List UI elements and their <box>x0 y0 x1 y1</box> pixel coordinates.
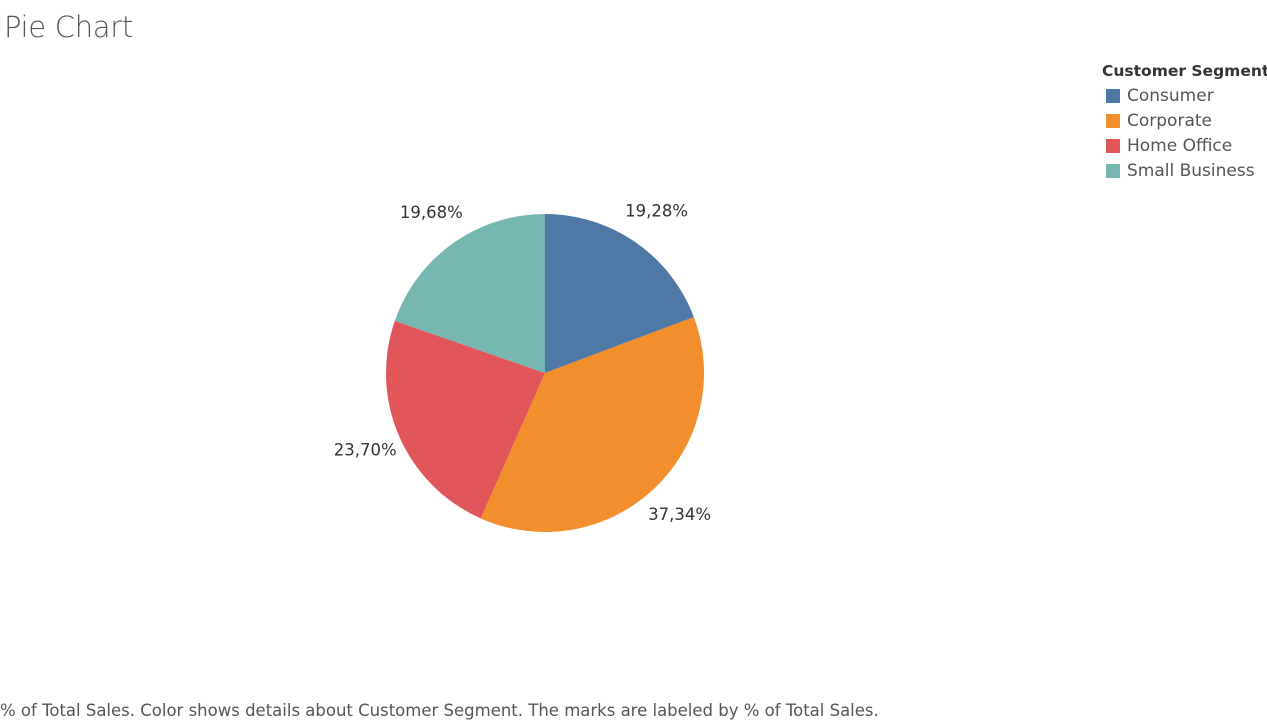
pie-labels: 19,28% 37,34% 23,70% 19,68% <box>334 201 711 524</box>
legend-item-small-business[interactable]: Small Business <box>1102 158 1267 183</box>
pie-slice-consumer[interactable] <box>545 214 694 373</box>
legend-swatch <box>1106 113 1120 128</box>
legend: Customer Segment Consumer Corporate Home… <box>1102 62 1267 183</box>
chart-title: Pie Chart <box>4 10 133 44</box>
legend-item-home-office[interactable]: Home Office <box>1102 133 1267 158</box>
pie-slices <box>385 214 704 532</box>
legend-label: Home Office <box>1127 135 1233 156</box>
legend-label: Consumer <box>1127 85 1214 106</box>
pie-slice-home-office[interactable] <box>385 320 545 519</box>
pie-slice-small-business[interactable] <box>394 214 545 373</box>
slice-label: 19,68% <box>400 203 463 222</box>
slice-label: 37,34% <box>648 505 711 524</box>
legend-swatch <box>1106 163 1120 178</box>
legend-swatch <box>1106 88 1120 103</box>
legend-item-corporate[interactable]: Corporate <box>1102 108 1267 133</box>
pie-slice-corporate[interactable] <box>480 317 704 532</box>
legend-swatch <box>1106 138 1120 153</box>
chart-caption: % of Total Sales. Color shows details ab… <box>0 701 879 720</box>
slice-label: 23,70% <box>334 441 397 460</box>
legend-label: Corporate <box>1127 110 1212 131</box>
legend-title: Customer Segment <box>1102 62 1267 80</box>
legend-item-consumer[interactable]: Consumer <box>1102 83 1267 108</box>
legend-label: Small Business <box>1127 160 1255 181</box>
slice-label: 19,28% <box>625 201 688 220</box>
